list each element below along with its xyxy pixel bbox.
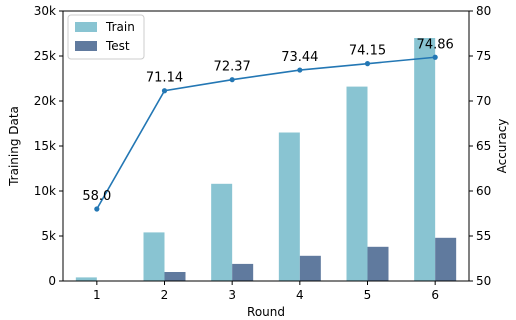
left-y-tick-label: 5k: [41, 229, 56, 243]
x-axis-title: Round: [247, 305, 285, 319]
accuracy-point: [364, 61, 371, 67]
left-y-tick-label: 20k: [34, 94, 56, 108]
right-y-tick-label: 55: [476, 229, 491, 243]
train-bar: [414, 38, 436, 281]
train-bar: [278, 132, 300, 281]
train-bar: [211, 183, 233, 281]
accuracy-point: [161, 88, 168, 94]
accuracy-line: [96, 56, 436, 210]
x-tick-label: 2: [161, 288, 169, 302]
bars-layer: [75, 38, 457, 281]
right-y-tick-label: 75: [476, 49, 491, 63]
x-tick-label: 6: [431, 288, 439, 302]
left-y-tick-label: 30k: [34, 4, 56, 18]
right-y-tick-label: 60: [476, 184, 491, 198]
x-tick-label: 4: [296, 288, 304, 302]
accuracy-line-layer: [94, 54, 438, 212]
right-y-axis-title: Accuracy: [495, 119, 509, 174]
left-y-axis-title: Training Data: [7, 106, 21, 187]
left-y-tick-label: 25k: [34, 49, 56, 63]
x-tick-label: 3: [228, 288, 236, 302]
accuracy-point: [432, 54, 438, 60]
right-y-tick-label: 50: [476, 274, 491, 288]
test-bar: [164, 272, 186, 281]
accuracy-data-label: 74.15: [349, 44, 386, 59]
axes-layer: 0 5k 10k 15k 20k 25k 30k 50 55 60 65 70 75 80 1 2 3 4 5 6 Ro…: [7, 4, 509, 319]
legend: Train Test: [67, 14, 145, 60]
test-bar: [299, 255, 321, 281]
left-y-tick-label: 0: [48, 274, 56, 288]
x-tick-label: 5: [364, 288, 372, 302]
test-bar: [232, 263, 254, 281]
train-bar: [143, 232, 165, 281]
test-bar: [367, 246, 389, 281]
accuracy-data-label: 71.14: [146, 71, 183, 86]
data-labels-layer: 58.0 71.14 72.37 73.44 74.15 74.86: [82, 37, 453, 204]
right-y-tick-label: 70: [476, 94, 491, 108]
left-y-tick-label: 15k: [34, 139, 56, 153]
accuracy-point: [229, 77, 235, 83]
legend-label: Test: [105, 39, 130, 53]
right-y-tick-label: 65: [476, 139, 491, 153]
accuracy-data-label: 72.37: [214, 60, 251, 75]
train-bar: [346, 86, 368, 281]
legend-label: Train: [105, 20, 135, 34]
accuracy-data-label: 74.86: [417, 37, 454, 52]
x-tick-label: 1: [93, 288, 101, 302]
accuracy-data-label: 73.44: [281, 50, 318, 65]
accuracy-point: [297, 67, 303, 73]
train-bar: [75, 277, 97, 281]
accuracy-point: [94, 206, 100, 212]
accuracy-data-label: 58.0: [82, 189, 111, 204]
test-bar: [435, 237, 457, 281]
legend-swatch: [75, 41, 97, 51]
right-y-tick-label: 80: [476, 4, 491, 18]
legend-swatch: [75, 22, 97, 32]
left-y-tick-label: 10k: [34, 184, 56, 198]
